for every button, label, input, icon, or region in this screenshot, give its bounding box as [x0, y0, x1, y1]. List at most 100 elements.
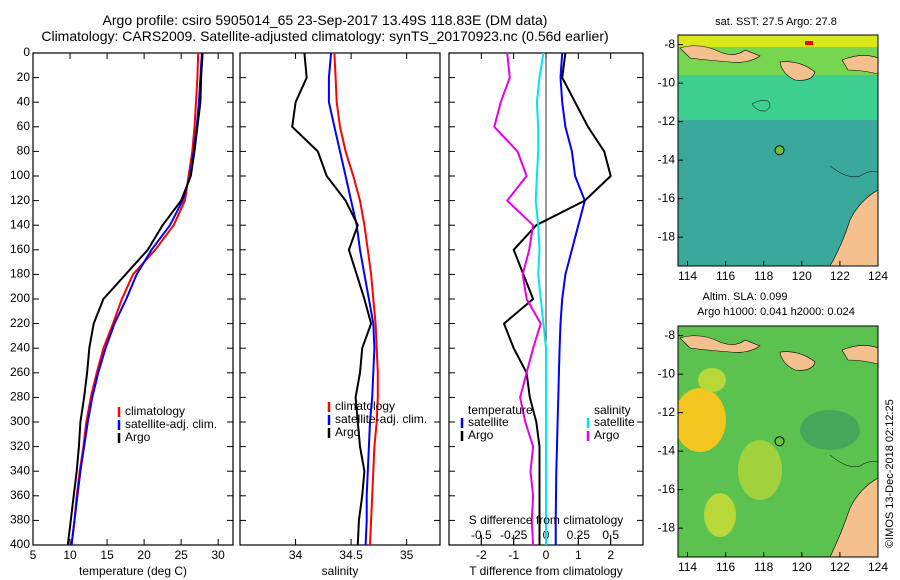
- lon-tick-label: 120: [792, 560, 812, 574]
- depth-tick-label: 360: [10, 488, 30, 502]
- lat-tick-label: -8: [664, 37, 675, 51]
- lat-tick-label: -16: [658, 482, 676, 496]
- legend-s-argo-label: Argo: [594, 428, 620, 442]
- sst-map-ticks: 114 116 118 120 122 124 -8 -10 -12 -14 -16 -18: [658, 37, 889, 283]
- x-tick-label: 30: [212, 548, 226, 562]
- x-tick-label: 1: [575, 548, 582, 562]
- salinity-xlabel: salinity: [322, 564, 359, 578]
- figure-title-line2: Climatology: CARS2009. Satellite-adjuste…: [41, 28, 608, 44]
- temperature-axes-frame: [32, 52, 234, 546]
- lat-tick-label: -16: [658, 191, 676, 205]
- series-line-s-argo: [493, 53, 542, 545]
- sla-map-title-line1: Altim. SLA: 0.099: [703, 291, 788, 303]
- series-line-climatology: [333, 53, 379, 545]
- s-tick-label: 0.5: [602, 528, 619, 542]
- lat-tick-label: -12: [658, 114, 676, 128]
- series-line-satellite-adj-clim-: [327, 53, 376, 545]
- legend-argo-label: Argo: [335, 425, 361, 439]
- lat-tick-label: -12: [658, 405, 676, 419]
- sst-map: sat. SST: 27.5 Argo: 27.8 114 116 118 120 12…: [658, 16, 889, 283]
- x-tick-label: 15: [100, 548, 114, 562]
- depth-tick-label: 220: [10, 316, 30, 330]
- depth-tick-label: 320: [10, 439, 30, 453]
- island-sumba: [779, 351, 816, 371]
- depth-tick-label: 200: [10, 291, 30, 305]
- lat-tick-label: -18: [658, 229, 676, 243]
- legend-t-argo-label: Argo: [468, 428, 494, 442]
- difference-depth-ticks: [449, 52, 643, 546]
- temperature-series: [66, 53, 204, 545]
- lat-tick-label: -14: [658, 152, 676, 166]
- temperature-axis-ticks: 5 10 15 20 25 30: [30, 53, 226, 562]
- lon-tick-label: 122: [830, 269, 850, 283]
- depth-tick-label: 260: [10, 365, 30, 379]
- lat-tick-label: -14: [658, 443, 676, 457]
- lon-tick-label: 124: [868, 269, 888, 283]
- depth-tick-label: 300: [10, 414, 30, 428]
- sla-anomaly: [704, 493, 736, 537]
- s-tick-label: 0.25: [567, 528, 591, 542]
- sla-anomaly: [698, 368, 726, 392]
- depth-tick-label: 160: [10, 242, 30, 256]
- x-tick-label: 10: [63, 548, 77, 562]
- lon-tick-label: 118: [754, 269, 773, 283]
- depth-tick-label: 0: [23, 45, 30, 59]
- temperature-legend: climatology satellite-adj. clim. Argo: [117, 404, 217, 444]
- sla-isobath: [829, 454, 878, 468]
- sst-isobath: [829, 165, 878, 178]
- temperature-xlabel: temperature (deg C): [79, 564, 187, 578]
- island-lombok-sumbawa: [679, 45, 761, 63]
- x-tick-label: 25: [174, 548, 188, 562]
- argo-location-marker: [774, 436, 785, 447]
- argo-location-marker: [774, 145, 785, 156]
- sla-map: Altim. SLA: 0.099 Argo h1000: 0.041 h200…: [658, 291, 889, 574]
- x-tick-label: 20: [137, 548, 151, 562]
- sst-warmest-band: [678, 35, 878, 47]
- salinity-series: [291, 53, 379, 545]
- lon-tick-label: 122: [830, 560, 850, 574]
- salinity-legend: climatology satellite-adj. clim. Argo: [327, 399, 427, 439]
- x-tick-label: -1: [508, 548, 519, 562]
- depth-tick-label: 80: [17, 144, 31, 158]
- x-tick-label: 34.5: [339, 548, 363, 562]
- lat-tick-label: -18: [658, 520, 676, 534]
- x-tick-label: 0: [543, 548, 550, 562]
- island-lombok-sumbawa: [679, 335, 761, 353]
- legend-satellite-label: satellite-adj. clim.: [335, 412, 427, 426]
- legend-satellite-label: satellite-adj. clim.: [125, 417, 217, 431]
- depth-tick-label: 240: [10, 340, 30, 354]
- figure-title-line1: Argo profile: csiro 5905014_65 23-Sep-20…: [103, 12, 548, 28]
- salinity-panel: 34 34.5 35 salinity climatology satellite-…: [239, 52, 441, 578]
- sla-map-ticks: 114 116 118 120 122 124 -8 -10 -12 -14 -16 -18: [658, 328, 889, 574]
- series-line-s-satellite: [534, 53, 547, 545]
- legend-salinity-header: salinity: [594, 403, 631, 417]
- difference-series: [493, 53, 612, 545]
- sst-hotspot: [805, 41, 813, 45]
- lon-tick-label: 118: [754, 560, 773, 574]
- lon-tick-label: 116: [716, 269, 735, 283]
- depth-tick-label: 380: [10, 513, 30, 527]
- s-tick-label: -0.25: [500, 528, 528, 542]
- depth-tick-label: 340: [10, 463, 30, 477]
- depth-axis-ticks: 0 20 40 60 80 100 120 140 160 180 200 220 240 260 280 3…: [10, 45, 233, 551]
- lat-tick-label: -8: [664, 328, 675, 342]
- x-tick-label: 35: [400, 548, 414, 562]
- difference-legend-temperature: temperature satellite Argo: [460, 403, 533, 442]
- sst-contour: [751, 100, 771, 112]
- lat-tick-label: -10: [658, 75, 676, 89]
- lon-tick-label: 120: [792, 269, 812, 283]
- depth-tick-label: 120: [10, 193, 30, 207]
- lon-tick-label: 114: [678, 269, 697, 283]
- legend-t-satellite-label: satellite: [468, 415, 509, 429]
- lon-tick-label: 114: [678, 560, 697, 574]
- australia-coast: [829, 189, 878, 266]
- sst-map-frame: [677, 34, 879, 267]
- depth-tick-label: 140: [10, 217, 30, 231]
- temperature-panel: 0 20 40 60 80 100 120 140 160 180 200 220 240 260 280 3…: [10, 45, 234, 578]
- legend-s-satellite-label: satellite: [594, 415, 635, 429]
- depth-tick-label: 20: [17, 70, 31, 84]
- island-sumba: [779, 61, 816, 81]
- x-tick-label: -2: [476, 548, 487, 562]
- sla-map-frame: [677, 325, 879, 558]
- depth-tick-label: 40: [17, 94, 31, 108]
